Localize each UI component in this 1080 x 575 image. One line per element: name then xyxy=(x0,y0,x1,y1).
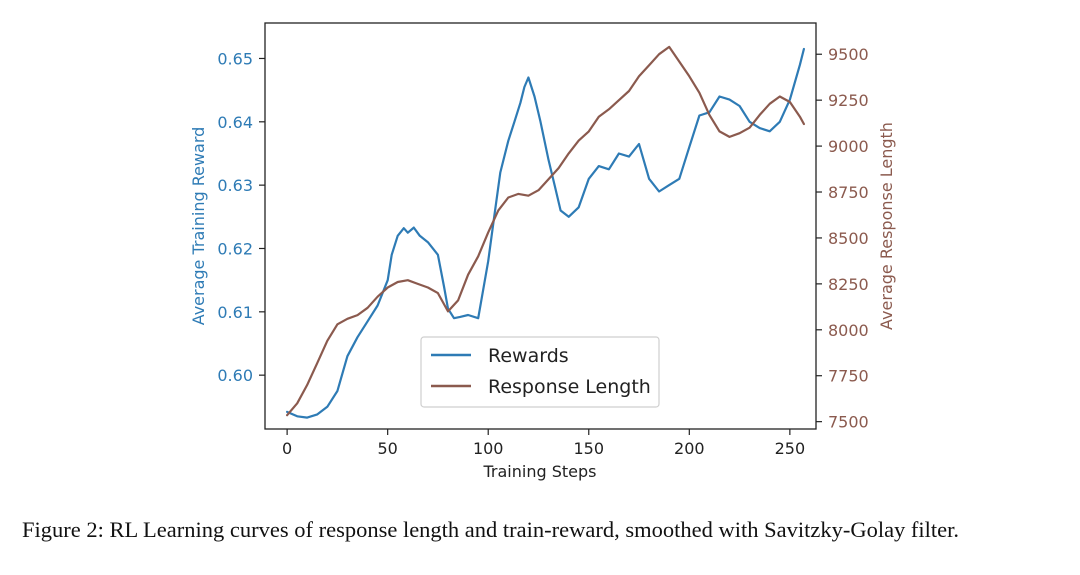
legend-label-response-length: Response Length xyxy=(488,376,651,398)
y-axis-right-label: Average Response Length xyxy=(877,122,896,330)
y-right-tick-label-4: 8500 xyxy=(828,229,869,248)
y-left-tick-label-1: 0.61 xyxy=(217,303,253,322)
response-length-line xyxy=(286,45,806,417)
figure-caption: Figure 2: RL Learning curves of response… xyxy=(22,517,960,542)
x-axis-label: Training Steps xyxy=(483,462,597,481)
y-axis-left-ticks: 0.60 0.61 0.62 0.63 0.64 0.65 xyxy=(217,49,265,385)
y-axis-right-ticks: 7500 7750 8000 8250 8500 8750 9000 9250 9500 xyxy=(816,45,869,432)
x-tick-label-1: 50 xyxy=(377,439,397,458)
x-tick-label-4: 200 xyxy=(674,439,705,458)
y-right-tick-label-7: 9250 xyxy=(828,91,869,110)
legend: Rewards Response Length xyxy=(420,336,660,408)
x-tick-label-2: 100 xyxy=(473,439,504,458)
y-axis-left-label: Average Training Reward xyxy=(189,127,208,326)
x-tick-label-3: 150 xyxy=(573,439,604,458)
y-right-tick-label-0: 7500 xyxy=(828,413,869,432)
y-left-tick-label-5: 0.65 xyxy=(217,49,253,68)
series-layer xyxy=(286,45,806,419)
x-axis-ticks: 0 50 100 150 200 250 xyxy=(282,429,805,458)
x-tick-label-5: 250 xyxy=(775,439,806,458)
y-right-tick-label-3: 8250 xyxy=(828,275,869,294)
y-left-tick-label-3: 0.63 xyxy=(217,176,253,195)
y-right-tick-label-6: 9000 xyxy=(828,137,869,156)
legend-label-rewards: Rewards xyxy=(488,345,569,367)
rewards-line xyxy=(286,47,806,419)
y-right-tick-label-1: 7750 xyxy=(828,367,869,386)
plot-area-frame xyxy=(264,22,817,430)
y-right-tick-label-2: 8000 xyxy=(828,321,869,340)
y-left-tick-label-4: 0.64 xyxy=(217,113,253,132)
y-left-tick-label-0: 0.60 xyxy=(217,366,253,385)
y-left-tick-label-2: 0.62 xyxy=(217,239,253,258)
x-tick-label-0: 0 xyxy=(282,439,292,458)
y-right-tick-label-5: 8750 xyxy=(828,183,869,202)
dual-axis-line-chart: 0 50 100 150 200 250 0.60 0.61 0.62 0.63 0.64 0.65… xyxy=(189,22,896,481)
legend-box xyxy=(420,336,660,408)
y-right-tick-label-8: 9500 xyxy=(828,45,869,64)
